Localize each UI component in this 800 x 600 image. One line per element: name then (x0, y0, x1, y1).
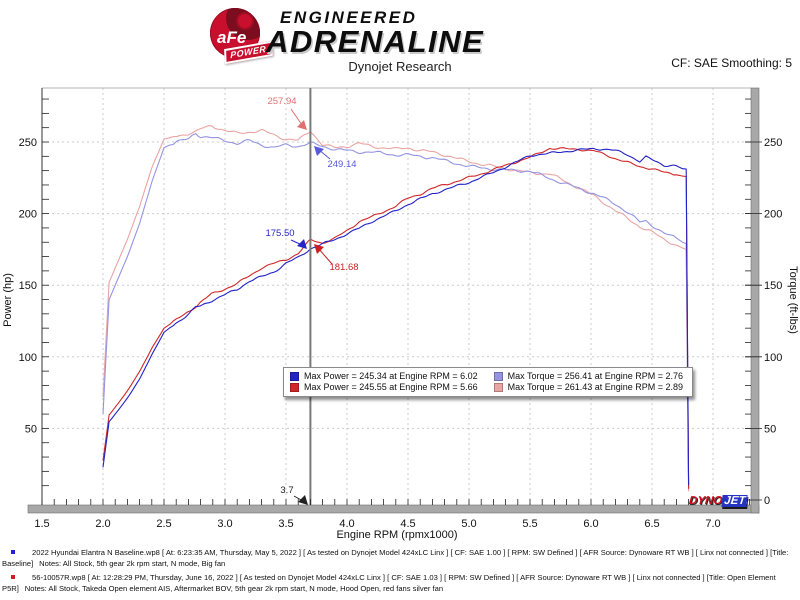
cursor-readout-power_run2: 181.68 (329, 262, 358, 273)
run-info-footer: 2022 Hyundai Elantra N Baseline.wp8 [ At… (0, 547, 800, 597)
legend-label: Max Power = 245.34 at Engine RPM = 6.02 (304, 371, 478, 381)
power-curve-run1 (102, 147, 690, 486)
run-info-text: 56-10057R.wp8 [ At: 12:28:29 PM, Thursda… (2, 572, 776, 594)
cursor-readout-torque_run1: 249.14 (327, 159, 356, 170)
chart-legend: Max Power = 245.34 at Engine RPM = 6.02 … (283, 367, 694, 397)
x-tick-label: 7.0 (705, 518, 720, 530)
tick-marks (41, 98, 762, 505)
legend-item-max-torque-run2: Max Torque = 261.43 at Engine RPM = 2.89 (493, 382, 684, 392)
afe-logo-text: aFe (217, 28, 247, 47)
left-y-tick-label: 100 (19, 352, 37, 364)
legend-marker-torque-run1 (493, 371, 503, 381)
cursor-readout-power_run1: 175.50 (265, 228, 294, 239)
legend-label: Max Torque = 256.41 at Engine RPM = 2.76 (507, 371, 684, 381)
left-y-tick-label: 250 (19, 137, 37, 149)
x-tick-label: 6.5 (644, 518, 659, 530)
cursor-readout-power_run1-arrowhead (297, 239, 307, 249)
dynojet-logo-jet: JET (721, 495, 748, 507)
x-tick-label: 4.5 (400, 518, 415, 530)
right-y-axis-title: Torque (ft-lbs) (787, 266, 799, 334)
x-tick-label: 6.0 (583, 518, 598, 530)
cursor-readout-torque_run2-arrowhead (297, 120, 307, 130)
turbine-hub-icon (236, 12, 254, 30)
x-axis-band (27, 504, 760, 514)
dyno-chart[interactable]: 1.5 2.0 2.5 3.0 3.5 4.0 4.5 5.0 5.5 6.0 6.5 7.0 50 10… (0, 80, 800, 545)
cursor-rpm-label: 3.7 (280, 485, 293, 496)
cursor-readout-power_run2-pointer (317, 247, 333, 265)
cursor-rpm-arrowhead (298, 495, 308, 505)
torque-curve-run2 (102, 125, 690, 492)
right-y-tick-label: 150 (764, 280, 782, 292)
right-y-tick-label: 0 (764, 495, 770, 507)
right-y-tick-label: 200 (764, 209, 782, 221)
dyno-curves (102, 125, 690, 492)
dynojet-logo: DYNOJET (688, 495, 748, 507)
x-tick-label: 5.5 (522, 518, 537, 530)
legend-item-max-power-run2: Max Power = 245.55 at Engine RPM = 5.66 (290, 382, 478, 392)
cursor-annotations: 257.94 249.14 175.50 181.68 3.7 (265, 96, 359, 505)
right-y-tick-label: 250 (764, 137, 782, 149)
brand-adrenaline-text: ADRENALINE (266, 24, 485, 59)
run-info-entry-baseline: 2022 Hyundai Elantra N Baseline.wp8 [ At… (0, 547, 800, 570)
left-y-tick-label: 150 (19, 280, 37, 292)
run2-bullet-icon (11, 574, 15, 579)
x-tick-label: 4.0 (339, 518, 354, 530)
right-axis-band (750, 87, 760, 514)
page-title: Dynojet Research (348, 59, 452, 74)
left-y-tick-label: 50 (25, 423, 37, 435)
x-axis-title: Engine RPM (rpmx1000) (336, 529, 457, 541)
legend-item-max-power-run1: Max Power = 245.34 at Engine RPM = 6.02 (290, 371, 478, 381)
cursor-readout-power_run2-arrowhead (314, 244, 324, 254)
x-tick-label: 1.5 (34, 518, 49, 530)
x-tick-label: 3.5 (278, 518, 293, 530)
right-y-tick-label: 100 (764, 352, 782, 364)
brand-engineered-text: ENGINEERED (280, 8, 418, 27)
legend-marker-torque-run2 (493, 382, 503, 392)
cursor-readout-torque_run1-arrowhead (314, 146, 324, 156)
cursor-readout-torque_run2: 257.94 (267, 96, 296, 107)
afe-logo-circle: aFe (210, 8, 260, 58)
afe-power-logo: aFe POWER (206, 5, 276, 65)
correction-factor-label: CF: SAE Smoothing: 5 (671, 56, 792, 70)
legend-marker-power-run1 (290, 371, 299, 381)
legend-marker-power-run2 (290, 382, 299, 392)
legend-label: Max Torque = 261.43 at Engine RPM = 2.89 (507, 382, 684, 392)
cursor-readout-torque_run2-pointer (290, 108, 303, 126)
left-y-axis-title: Power (hp) (2, 273, 14, 327)
x-tick-label: 3.0 (217, 518, 232, 530)
legend-label: Max Power = 245.55 at Engine RPM = 5.66 (304, 382, 478, 392)
x-tick-label: 2.0 (95, 518, 110, 530)
gridlines (42, 88, 751, 505)
legend-item-max-torque-run1: Max Torque = 256.41 at Engine RPM = 2.76 (493, 371, 684, 381)
x-tick-label: 2.5 (156, 518, 171, 530)
left-y-tick-label: 200 (19, 209, 37, 221)
axis-labels: 1.5 2.0 2.5 3.0 3.5 4.0 4.5 5.0 5.5 6.0 6.5 7.0 50 10… (19, 137, 783, 530)
brand-block: ENGINEERED ADRENALINE (266, 9, 484, 58)
run-info-entry-open-element: 56-10057R.wp8 [ At: 12:28:29 PM, Thursda… (0, 572, 800, 595)
run1-bullet-icon (11, 550, 15, 554)
dynojet-logo-dyno: DYNO (688, 495, 723, 507)
power-curve-run2 (102, 147, 690, 489)
torque-curve-run1 (102, 133, 690, 489)
run-info-text: 2022 Hyundai Elantra N Baseline.wp8 [ At… (2, 548, 789, 569)
x-tick-label: 5.0 (461, 518, 476, 530)
right-y-tick-label: 50 (764, 423, 776, 435)
